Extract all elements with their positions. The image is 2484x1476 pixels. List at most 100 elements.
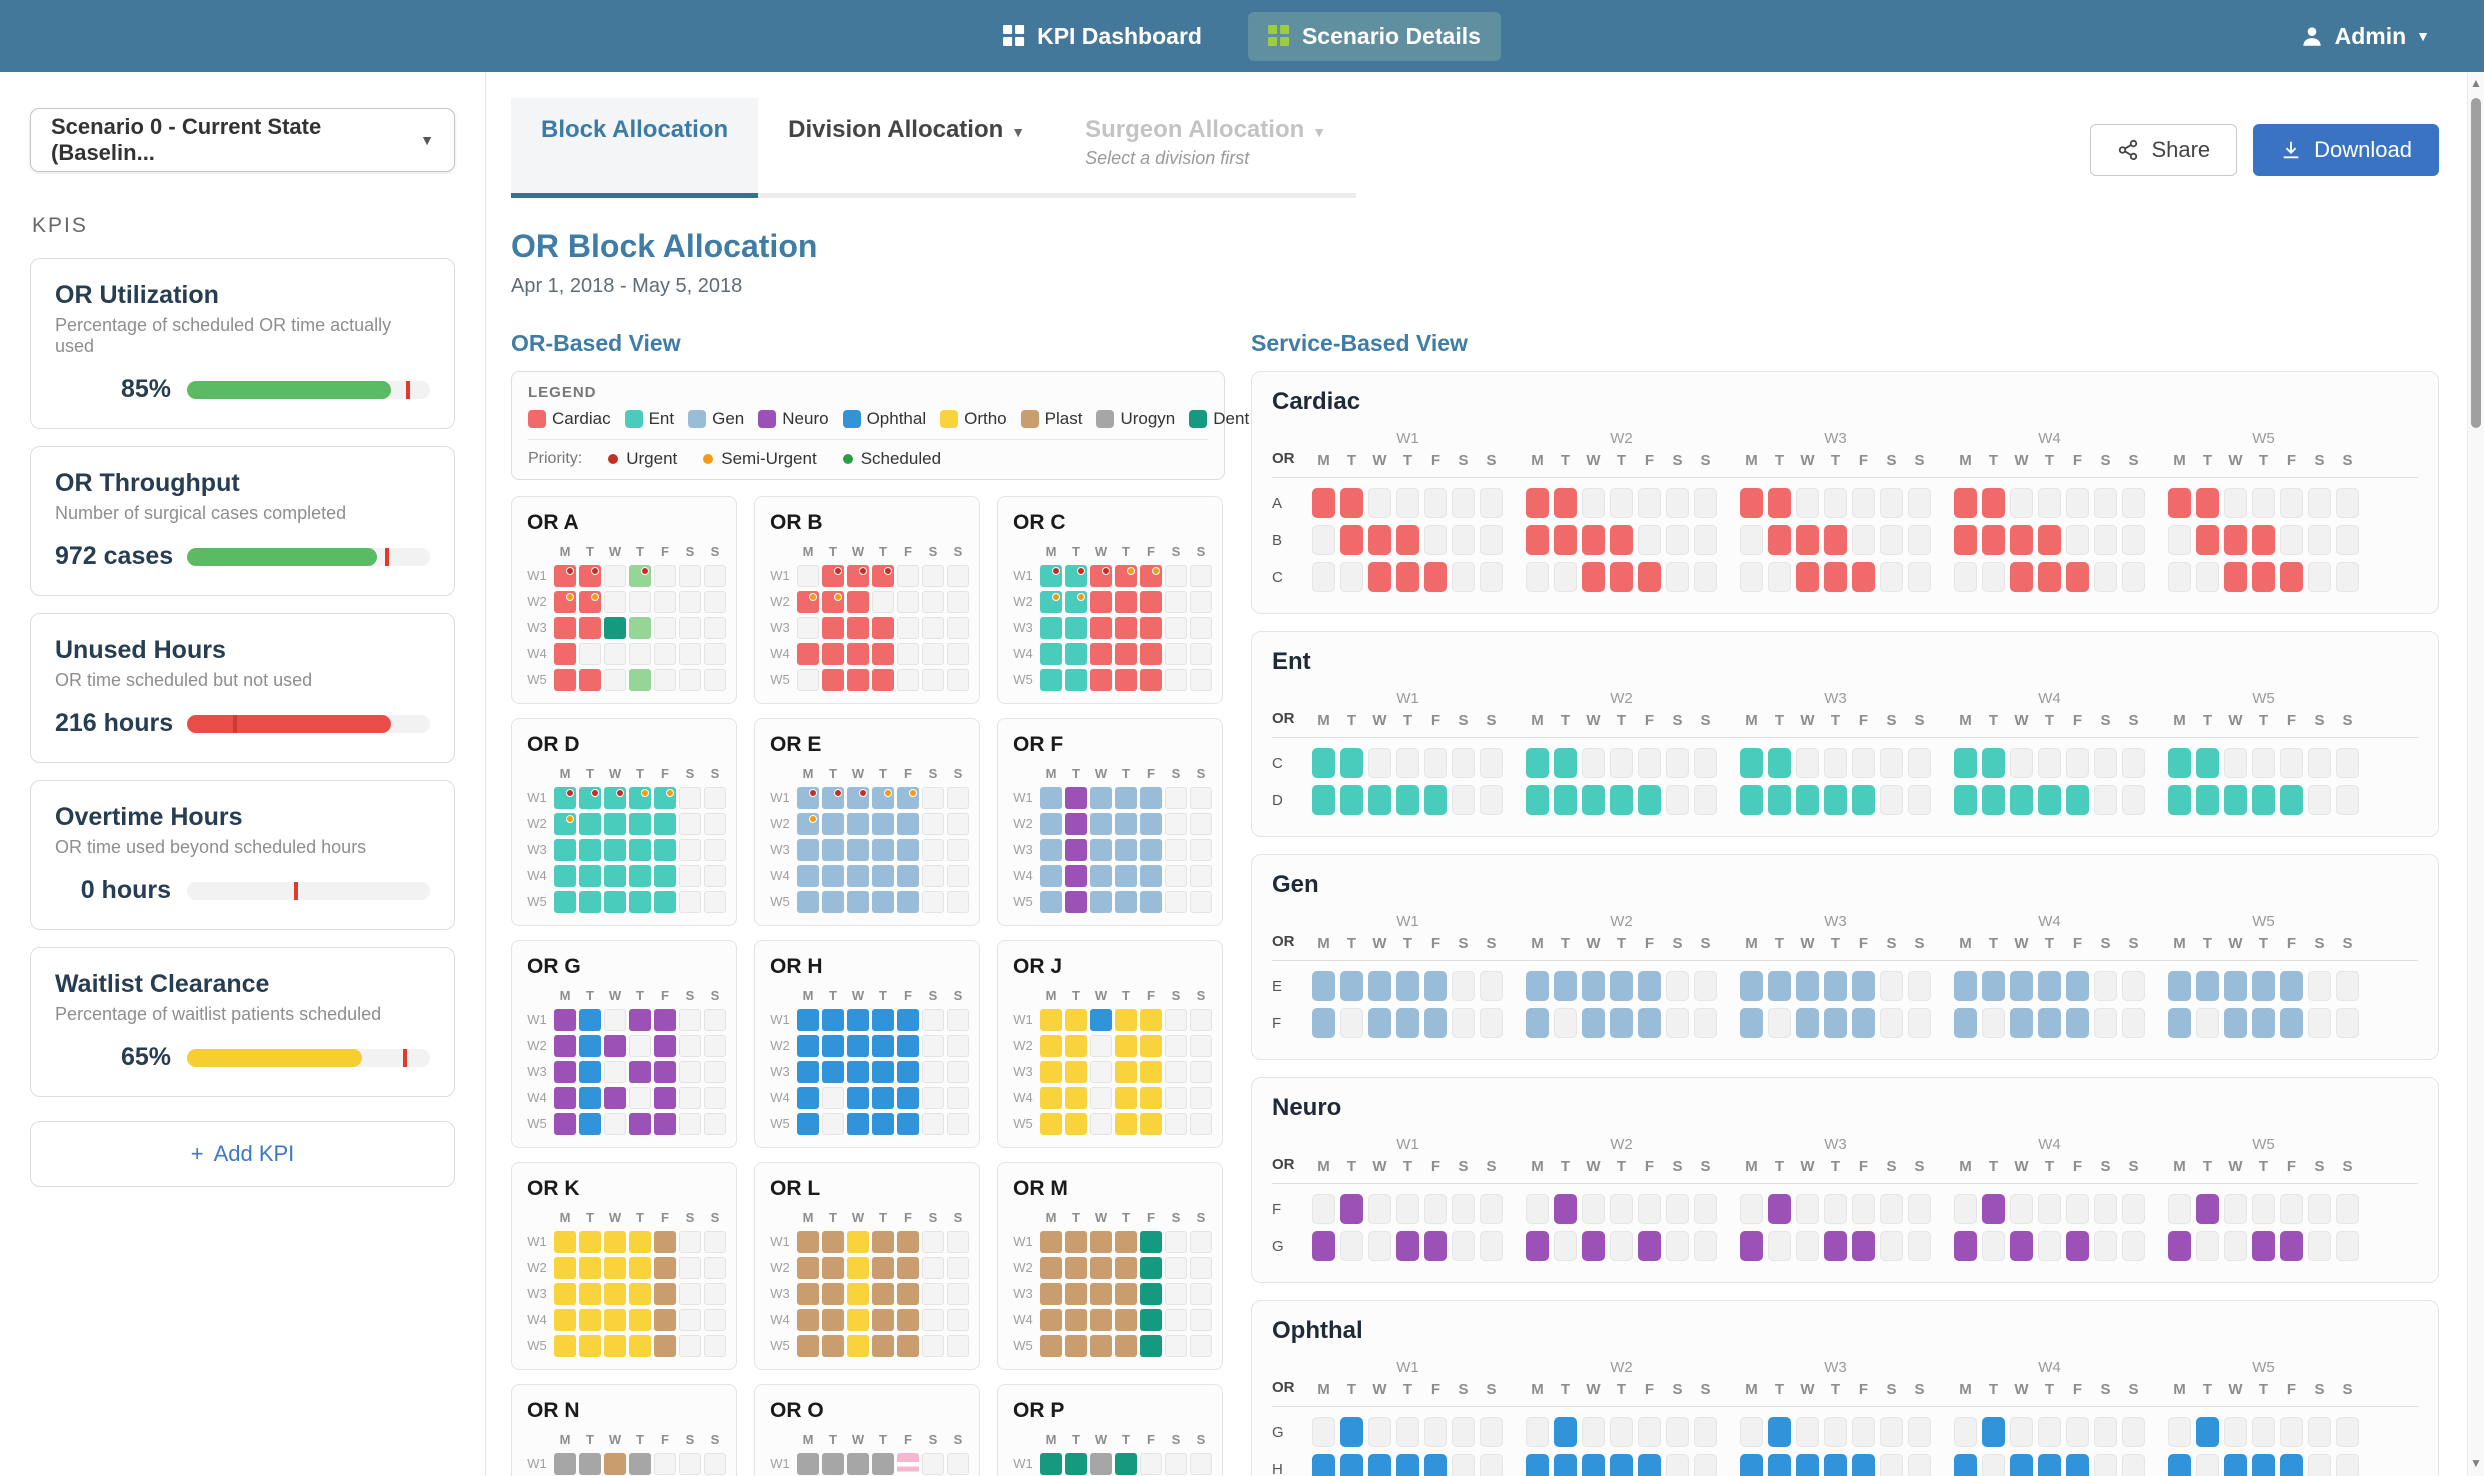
- allocation-cell[interactable]: [1140, 643, 1162, 665]
- allocation-cell[interactable]: [629, 591, 651, 613]
- allocation-cell[interactable]: [579, 1453, 601, 1475]
- allocation-cell[interactable]: [2280, 1454, 2303, 1476]
- allocation-cell[interactable]: [1852, 785, 1875, 815]
- allocation-cell[interactable]: [1090, 787, 1112, 809]
- allocation-cell[interactable]: [554, 669, 576, 691]
- allocation-cell[interactable]: [872, 891, 894, 913]
- allocation-cell[interactable]: [2252, 785, 2275, 815]
- allocation-cell[interactable]: [897, 1283, 919, 1305]
- allocation-cell[interactable]: [704, 617, 726, 639]
- allocation-cell[interactable]: [1140, 669, 1162, 691]
- allocation-cell[interactable]: [1424, 1008, 1447, 1038]
- allocation-cell[interactable]: [1954, 785, 1977, 815]
- allocation-cell[interactable]: [1065, 1035, 1087, 1057]
- allocation-cell[interactable]: [2280, 1231, 2303, 1261]
- allocation-cell[interactable]: [2280, 1417, 2303, 1447]
- allocation-cell[interactable]: [2196, 1194, 2219, 1224]
- allocation-cell[interactable]: [2094, 525, 2117, 555]
- allocation-cell[interactable]: [1526, 971, 1549, 1001]
- allocation-cell[interactable]: [2224, 1417, 2247, 1447]
- allocation-cell[interactable]: [679, 591, 701, 613]
- allocation-cell[interactable]: [2308, 1454, 2331, 1476]
- allocation-cell[interactable]: [1190, 1231, 1212, 1253]
- allocation-cell[interactable]: [629, 865, 651, 887]
- allocation-cell[interactable]: [704, 565, 726, 587]
- allocation-cell[interactable]: [2308, 488, 2331, 518]
- allocation-cell[interactable]: [2010, 525, 2033, 555]
- allocation-cell[interactable]: [847, 1309, 869, 1331]
- allocation-cell[interactable]: [1582, 1417, 1605, 1447]
- allocation-cell[interactable]: [1480, 971, 1503, 1001]
- allocation-cell[interactable]: [1140, 787, 1162, 809]
- allocation-cell[interactable]: [2038, 488, 2061, 518]
- allocation-cell[interactable]: [1090, 1061, 1112, 1083]
- allocation-cell[interactable]: [1368, 785, 1391, 815]
- allocation-cell[interactable]: [2308, 971, 2331, 1001]
- allocation-cell[interactable]: [1368, 971, 1391, 1001]
- allocation-cell[interactable]: [2010, 748, 2033, 778]
- allocation-cell[interactable]: [947, 617, 969, 639]
- allocation-cell[interactable]: [1090, 813, 1112, 835]
- allocation-cell[interactable]: [604, 813, 626, 835]
- allocation-cell[interactable]: [1908, 1008, 1931, 1038]
- allocation-cell[interactable]: [2336, 488, 2359, 518]
- allocation-cell[interactable]: [2336, 971, 2359, 1001]
- allocation-cell[interactable]: [579, 591, 601, 613]
- allocation-cell[interactable]: [604, 565, 626, 587]
- allocation-cell[interactable]: [1908, 785, 1931, 815]
- allocation-cell[interactable]: [897, 1453, 919, 1475]
- allocation-cell[interactable]: [1610, 1008, 1633, 1038]
- allocation-cell[interactable]: [629, 669, 651, 691]
- allocation-cell[interactable]: [1312, 748, 1335, 778]
- allocation-cell[interactable]: [1740, 562, 1763, 592]
- allocation-cell[interactable]: [1424, 971, 1447, 1001]
- allocation-cell[interactable]: [1340, 748, 1363, 778]
- allocation-cell[interactable]: [872, 1113, 894, 1135]
- allocation-cell[interactable]: [1638, 1194, 1661, 1224]
- allocation-cell[interactable]: [1666, 488, 1689, 518]
- allocation-cell[interactable]: [2122, 562, 2145, 592]
- allocation-cell[interactable]: [822, 617, 844, 639]
- allocation-cell[interactable]: [1424, 1194, 1447, 1224]
- allocation-cell[interactable]: [1140, 591, 1162, 613]
- allocation-cell[interactable]: [579, 1009, 601, 1031]
- allocation-cell[interactable]: [1090, 1309, 1112, 1331]
- allocation-cell[interactable]: [704, 787, 726, 809]
- allocation-cell[interactable]: [1452, 488, 1475, 518]
- allocation-cell[interactable]: [947, 1309, 969, 1331]
- allocation-cell[interactable]: [1610, 971, 1633, 1001]
- allocation-cell[interactable]: [679, 1309, 701, 1331]
- allocation-cell[interactable]: [2066, 488, 2089, 518]
- allocation-cell[interactable]: [604, 1257, 626, 1279]
- allocation-cell[interactable]: [1312, 562, 1335, 592]
- download-button[interactable]: Download: [2253, 124, 2439, 176]
- allocation-cell[interactable]: [2066, 748, 2089, 778]
- allocation-cell[interactable]: [1982, 562, 2005, 592]
- allocation-cell[interactable]: [1312, 1417, 1335, 1447]
- allocation-cell[interactable]: [1638, 525, 1661, 555]
- scroll-down-icon[interactable]: ▼: [2470, 1456, 2482, 1470]
- allocation-cell[interactable]: [2122, 488, 2145, 518]
- allocation-cell[interactable]: [679, 787, 701, 809]
- allocation-cell[interactable]: [2038, 785, 2061, 815]
- allocation-cell[interactable]: [1040, 1231, 1062, 1253]
- allocation-cell[interactable]: [1190, 1257, 1212, 1279]
- allocation-cell[interactable]: [1954, 1417, 1977, 1447]
- allocation-cell[interactable]: [797, 669, 819, 691]
- allocation-cell[interactable]: [1480, 1417, 1503, 1447]
- allocation-cell[interactable]: [797, 839, 819, 861]
- allocation-cell[interactable]: [922, 591, 944, 613]
- allocation-cell[interactable]: [1666, 971, 1689, 1001]
- allocation-cell[interactable]: [554, 565, 576, 587]
- allocation-cell[interactable]: [1610, 1454, 1633, 1476]
- allocation-cell[interactable]: [679, 1087, 701, 1109]
- allocation-cell[interactable]: [1796, 1417, 1819, 1447]
- allocation-cell[interactable]: [1982, 748, 2005, 778]
- allocation-cell[interactable]: [847, 1009, 869, 1031]
- allocation-cell[interactable]: [1796, 785, 1819, 815]
- allocation-cell[interactable]: [1694, 1194, 1717, 1224]
- allocation-cell[interactable]: [2168, 748, 2191, 778]
- allocation-cell[interactable]: [922, 865, 944, 887]
- allocation-cell[interactable]: [1694, 1454, 1717, 1476]
- allocation-cell[interactable]: [2336, 562, 2359, 592]
